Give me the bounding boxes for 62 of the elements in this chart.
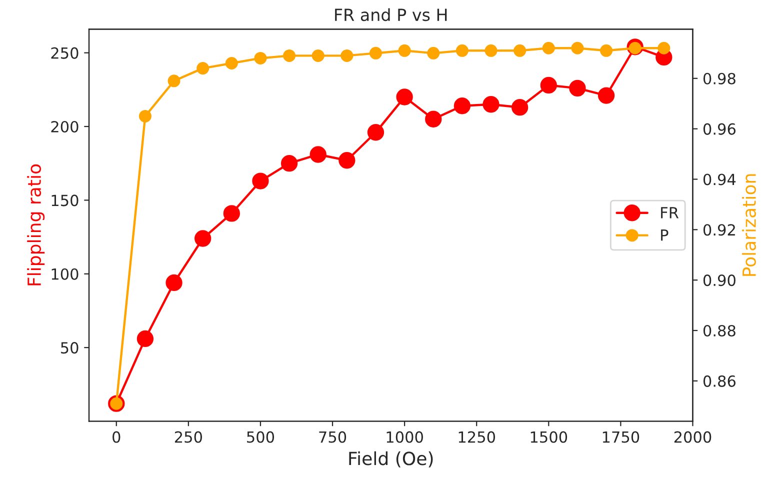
point [138, 110, 152, 122]
legend-label: P [661, 230, 668, 241]
x-tick-label: 1750 [602, 431, 640, 443]
point [540, 76, 557, 94]
y-axis-title: Flippling ratio [27, 164, 45, 286]
point [254, 52, 267, 64]
point [484, 44, 498, 57]
point [367, 124, 384, 141]
x-tick-label: 2000 [674, 431, 712, 443]
y2-tick-label: 0.96 [703, 123, 736, 135]
y2-tick-label: 0.98 [703, 72, 736, 84]
y2-tick-label: 0.90 [703, 274, 736, 286]
point [340, 49, 354, 62]
point [338, 152, 356, 169]
x-axis-title: Field (Oe) [349, 451, 433, 468]
y2-tick-label: 0.92 [703, 224, 735, 236]
legend-label: FR [661, 207, 679, 218]
x-tick-label: 1250 [458, 431, 496, 443]
point [598, 87, 615, 104]
point [194, 230, 212, 247]
y2-tick-label: 0.86 [703, 375, 736, 387]
point [196, 62, 210, 75]
point [514, 44, 526, 57]
point [252, 172, 269, 190]
point [600, 44, 613, 57]
y-tick-label: 150 [52, 194, 78, 206]
x-tick-label: 1500 [530, 431, 568, 443]
y-tick-label: 100 [52, 268, 78, 280]
y-tick-label: 50 [61, 342, 78, 354]
point [427, 46, 440, 60]
x-tick-label: 500 [247, 431, 274, 443]
x-tick-label: 1000 [386, 431, 423, 443]
point [166, 274, 182, 292]
point [569, 80, 586, 97]
y2-tick-label: 0.88 [703, 324, 736, 337]
y2-tick-label: 0.94 [703, 174, 736, 186]
chart-title: FR and P vs H [335, 8, 447, 22]
point [312, 49, 324, 62]
point [310, 146, 326, 163]
y2-axis-title: Polarization [742, 174, 756, 276]
point [482, 96, 500, 113]
point [283, 49, 296, 62]
point [454, 98, 471, 114]
point [571, 42, 584, 54]
point [369, 46, 382, 60]
x-tick-label: 250 [174, 431, 202, 443]
point [225, 57, 238, 70]
point [542, 42, 555, 54]
point [425, 110, 442, 128]
point [280, 155, 298, 172]
point [456, 44, 468, 57]
point [658, 42, 670, 54]
point [396, 88, 413, 106]
point [398, 44, 411, 57]
x-tick-label: 0 [112, 431, 120, 443]
point [168, 74, 180, 88]
x-tick-label: 750 [319, 431, 346, 443]
y-tick-label: 200 [51, 120, 78, 133]
point [511, 99, 528, 116]
point [223, 205, 240, 222]
y-tick-label: 250 [51, 47, 78, 59]
point [136, 330, 154, 348]
